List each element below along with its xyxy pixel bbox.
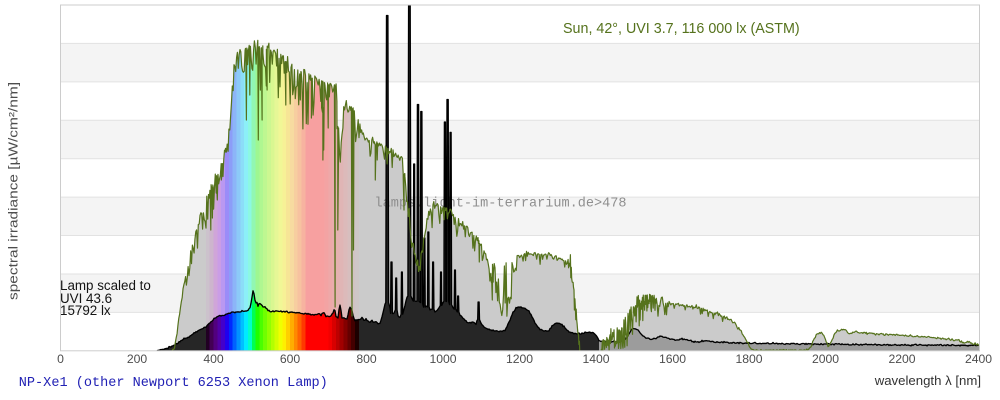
svg-text:2000: 2000 <box>812 352 839 366</box>
svg-text:1000: 1000 <box>429 352 456 366</box>
svg-text:UVI 43.6: UVI 43.6 <box>60 291 112 306</box>
svg-text:spectral irradiance [µW/cm²/nm: spectral irradiance [µW/cm²/nm] <box>6 82 21 300</box>
svg-text:1400: 1400 <box>582 352 609 366</box>
svg-text:2400: 2400 <box>965 352 992 366</box>
svg-text:NP-Xe1 (other Newport 6253 Xen: NP-Xe1 (other Newport 6253 Xenon Lamp) <box>19 376 328 391</box>
svg-text:800: 800 <box>356 352 377 366</box>
svg-text:Sun, 42°, UVI 3.7, 116 000 lx: Sun, 42°, UVI 3.7, 116 000 lx (ASTM) <box>563 21 800 37</box>
svg-text:15792 lx: 15792 lx <box>60 303 111 318</box>
svg-text:400: 400 <box>203 352 224 366</box>
svg-text:2200: 2200 <box>888 352 915 366</box>
svg-text:lamps.light-im-terrarium.de>47: lamps.light-im-terrarium.de>478 <box>375 196 627 211</box>
svg-text:1200: 1200 <box>506 352 533 366</box>
svg-text:1800: 1800 <box>735 352 762 366</box>
svg-text:Lamp scaled to: Lamp scaled to <box>60 278 151 293</box>
svg-text:wavelength λ [nm]: wavelength λ [nm] <box>874 373 981 388</box>
svg-text:1600: 1600 <box>659 352 686 366</box>
svg-text:200: 200 <box>127 352 148 366</box>
svg-text:600: 600 <box>280 352 301 366</box>
svg-text:0: 0 <box>57 352 64 366</box>
